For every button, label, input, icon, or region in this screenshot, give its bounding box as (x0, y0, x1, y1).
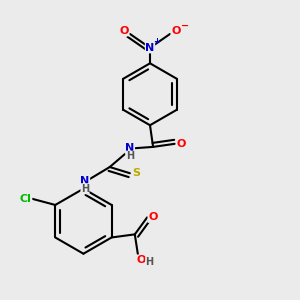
Text: −: − (181, 21, 189, 31)
Text: O: O (171, 26, 180, 36)
Text: O: O (148, 212, 158, 222)
Text: N: N (80, 176, 90, 186)
Text: +: + (153, 37, 160, 46)
Text: H: H (126, 151, 134, 161)
Text: H: H (81, 184, 89, 194)
Text: O: O (136, 255, 146, 265)
Text: S: S (133, 168, 141, 178)
Text: N: N (125, 143, 134, 153)
Text: H: H (146, 257, 154, 267)
Text: N: N (146, 43, 154, 53)
Text: O: O (176, 139, 186, 149)
Text: O: O (120, 26, 129, 36)
Text: Cl: Cl (20, 194, 32, 204)
